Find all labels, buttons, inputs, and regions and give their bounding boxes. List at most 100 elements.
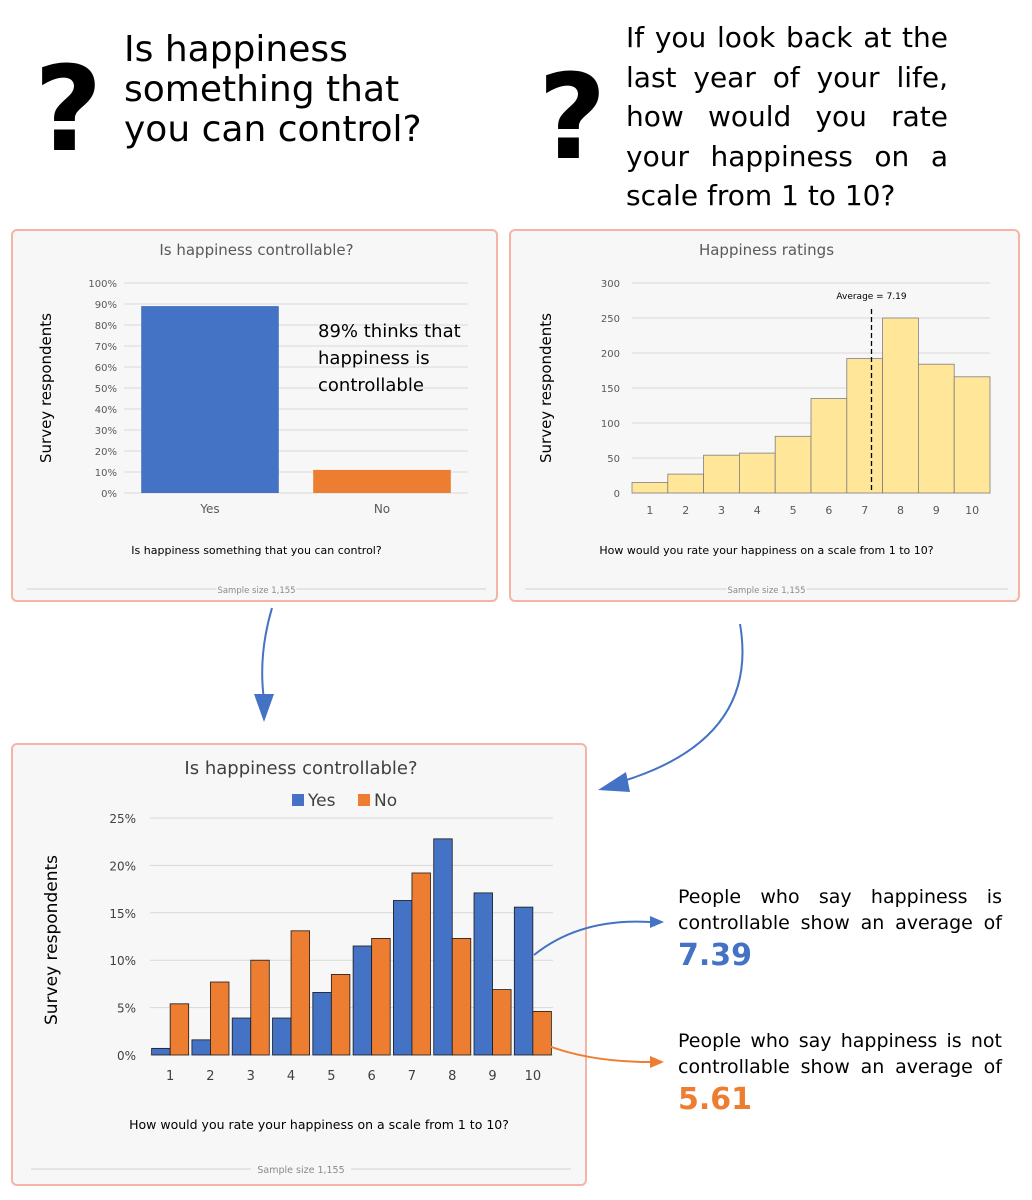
histogram-bar <box>882 317 919 494</box>
histogram-bar <box>667 473 705 494</box>
y-tick-label: 100 <box>601 419 620 430</box>
x-tick-label: 4 <box>754 504 761 517</box>
x-axis-label: Is happiness something that you can cont… <box>131 544 382 557</box>
note-yes-average: People who say happiness is controllable… <box>678 886 1002 934</box>
chart-title: Happiness ratings <box>699 241 834 259</box>
x-tick-label: 9 <box>488 1069 496 1084</box>
y-tick-label: 10% <box>95 468 117 479</box>
y-tick-label: 50% <box>95 384 117 395</box>
y-tick-label: 40% <box>95 405 117 416</box>
bar-no <box>411 872 431 1056</box>
y-tick-label: 25% <box>109 812 136 826</box>
bar-yes <box>513 906 534 1056</box>
x-tick-label: 7 <box>861 504 868 517</box>
x-tick-label: 7 <box>408 1069 416 1084</box>
bar-no <box>330 974 351 1056</box>
y-tick-label: 70% <box>95 342 117 353</box>
question-mark-icon: ? <box>538 48 607 186</box>
histogram-bar <box>703 454 740 494</box>
bar-yes <box>393 900 413 1056</box>
x-tick-label: 3 <box>247 1069 255 1084</box>
x-tick-label: 10 <box>525 1069 542 1084</box>
y-tick-label: 0% <box>101 489 117 500</box>
bar-no <box>451 937 472 1056</box>
question-2-line: last year of your life, <box>626 60 948 94</box>
chart-panel-split: Is happiness controllable? Yes No 0% 5% 10% 15… <box>11 743 587 1186</box>
x-tick-label: 8 <box>448 1069 456 1084</box>
legend-swatch-yes <box>292 794 304 806</box>
chart-controllable: Is happiness controllable? 0% 10% 20% 30% 40%… <box>27 241 486 596</box>
legend-label-yes: Yes <box>307 791 336 811</box>
note-no-average: People who say happiness is not controll… <box>678 1030 1002 1078</box>
y-tick-label: 10% <box>109 954 136 968</box>
y-tick-label: 5% <box>117 1002 136 1016</box>
x-tick-label: 2 <box>682 504 689 517</box>
y-tick-label: 100% <box>88 279 117 290</box>
arrow-right-curve-head <box>598 772 630 792</box>
arrow-no-note-head <box>650 1056 664 1068</box>
histogram-bar <box>846 358 883 494</box>
footer-bg <box>216 582 297 596</box>
bar-no <box>290 930 310 1056</box>
chart-ratings: Happiness ratings 0 50 100 150 200 250 300 1 2 3 4 5… <box>525 241 1008 596</box>
y-axis-label: Survey respondents <box>537 313 555 463</box>
y-tick-label: 20% <box>95 447 117 458</box>
question-2-text: If you look back at the last year of you… <box>626 18 948 216</box>
y-tick-label: 200 <box>601 349 620 360</box>
average-label: Average = 7.19 <box>836 292 907 302</box>
bar-no <box>250 959 270 1056</box>
footer-label: Sample size 1,155 <box>217 586 295 596</box>
chart-title: Is happiness controllable? <box>159 241 353 259</box>
histogram-bar <box>631 482 669 494</box>
x-tick-label: Yes <box>199 502 219 516</box>
arrow-left-down-head <box>254 694 274 722</box>
question-mark-icon: ? <box>34 40 103 178</box>
x-tick-label: 10 <box>965 504 979 517</box>
bar-yes <box>473 892 493 1056</box>
arrow-left-down <box>261 607 273 701</box>
footer-label: Sample size 1,155 <box>257 1165 344 1176</box>
bar-yes <box>231 1017 252 1056</box>
chart-title: Is happiness controllable? <box>184 758 417 779</box>
bar-no <box>313 469 451 493</box>
x-axis-label: How would you rate your happiness on a s… <box>129 1117 509 1132</box>
bar-yes <box>141 306 279 493</box>
bar-no <box>492 989 512 1056</box>
y-tick-label: 300 <box>601 279 620 290</box>
y-tick-label: 20% <box>109 859 136 873</box>
question-1-line: Is happiness <box>124 29 348 70</box>
question-1-line: something that <box>124 69 400 110</box>
x-tick-label: 6 <box>825 504 832 517</box>
footer-bg <box>726 582 807 596</box>
y-tick-label: 0 <box>614 489 620 500</box>
x-tick-label: 6 <box>368 1069 376 1084</box>
y-tick-label: 90% <box>95 300 117 311</box>
bar-yes <box>352 945 373 1056</box>
y-tick-label: 250 <box>601 314 620 325</box>
legend-swatch-no <box>358 794 370 806</box>
x-tick-label: 1 <box>166 1069 174 1084</box>
y-tick-label: 80% <box>95 321 117 332</box>
x-tick-label: 5 <box>790 504 797 517</box>
x-tick-label: 4 <box>287 1069 295 1084</box>
arrow-yes-note-head <box>650 916 664 928</box>
y-tick-label: 60% <box>95 363 117 374</box>
value-no-average: 5.61 <box>678 1082 753 1117</box>
histogram-bar <box>917 363 955 494</box>
chart-split: Is happiness controllable?Yes No0%5%10%15… <box>31 758 571 1176</box>
x-tick-label: No <box>374 502 390 516</box>
question-1-line: you can control? <box>124 109 422 150</box>
chart-panel-ratings: Happiness ratings 0 50 100 150 200 250 300 1 2 3 4 5… <box>509 229 1020 602</box>
histogram-bar <box>738 452 776 494</box>
y-tick-label: 30% <box>95 426 117 437</box>
bar-yes <box>433 838 453 1056</box>
footer-bg <box>251 1162 351 1176</box>
bar-no <box>532 1010 552 1056</box>
x-tick-label: 8 <box>897 504 904 517</box>
x-tick-label: 9 <box>933 504 940 517</box>
value-yes-average: 7.39 <box>678 938 753 973</box>
x-tick-label: 3 <box>718 504 725 517</box>
x-tick-label: 5 <box>327 1069 335 1084</box>
question-2-line: your happiness on a <box>626 139 948 173</box>
x-tick-label: 2 <box>206 1069 214 1084</box>
